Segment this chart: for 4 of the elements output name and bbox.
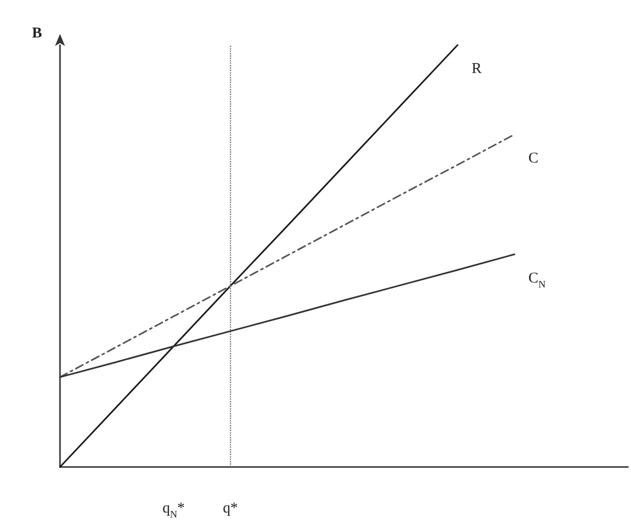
x-tick-label: q* — [222, 500, 238, 516]
series-label: C — [528, 150, 538, 166]
y-axis-title: B — [32, 26, 42, 42]
series-label: R — [472, 61, 482, 77]
